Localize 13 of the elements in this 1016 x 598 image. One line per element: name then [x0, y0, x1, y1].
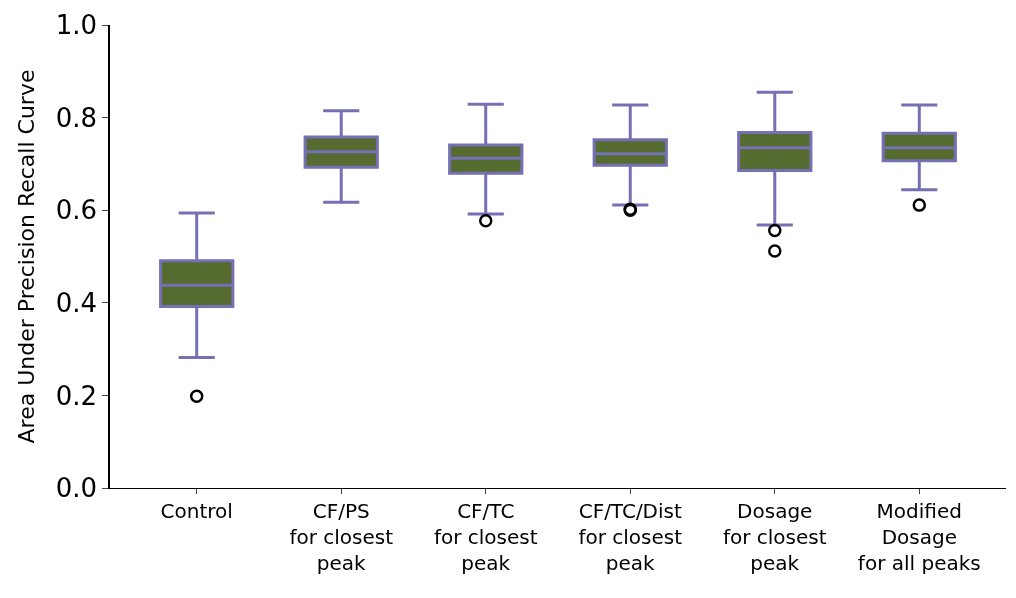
x-tick-label: Control: [160, 499, 233, 523]
y-tick-label: 0.6: [55, 195, 98, 226]
x-tick-label: CF/TC for closest peak: [433, 499, 538, 575]
x-tick-label: Modified Dosage for all peaks: [857, 499, 981, 575]
y-axis-title: Area Under Precision Recall Curve: [13, 69, 39, 444]
y-tick-label: 0.0: [55, 473, 98, 504]
y-tick-label: 0.2: [55, 380, 98, 411]
x-tick-label: CF/PS for closest peak: [289, 499, 394, 575]
y-tick-label: 0.4: [55, 287, 98, 318]
x-tick-label: Dosage for closest peak: [722, 499, 827, 575]
y-tick-label: 1.0: [55, 10, 98, 41]
x-tick-label: CF/TC/Dist for closest peak: [578, 499, 683, 575]
y-tick-label: 0.8: [55, 102, 98, 133]
